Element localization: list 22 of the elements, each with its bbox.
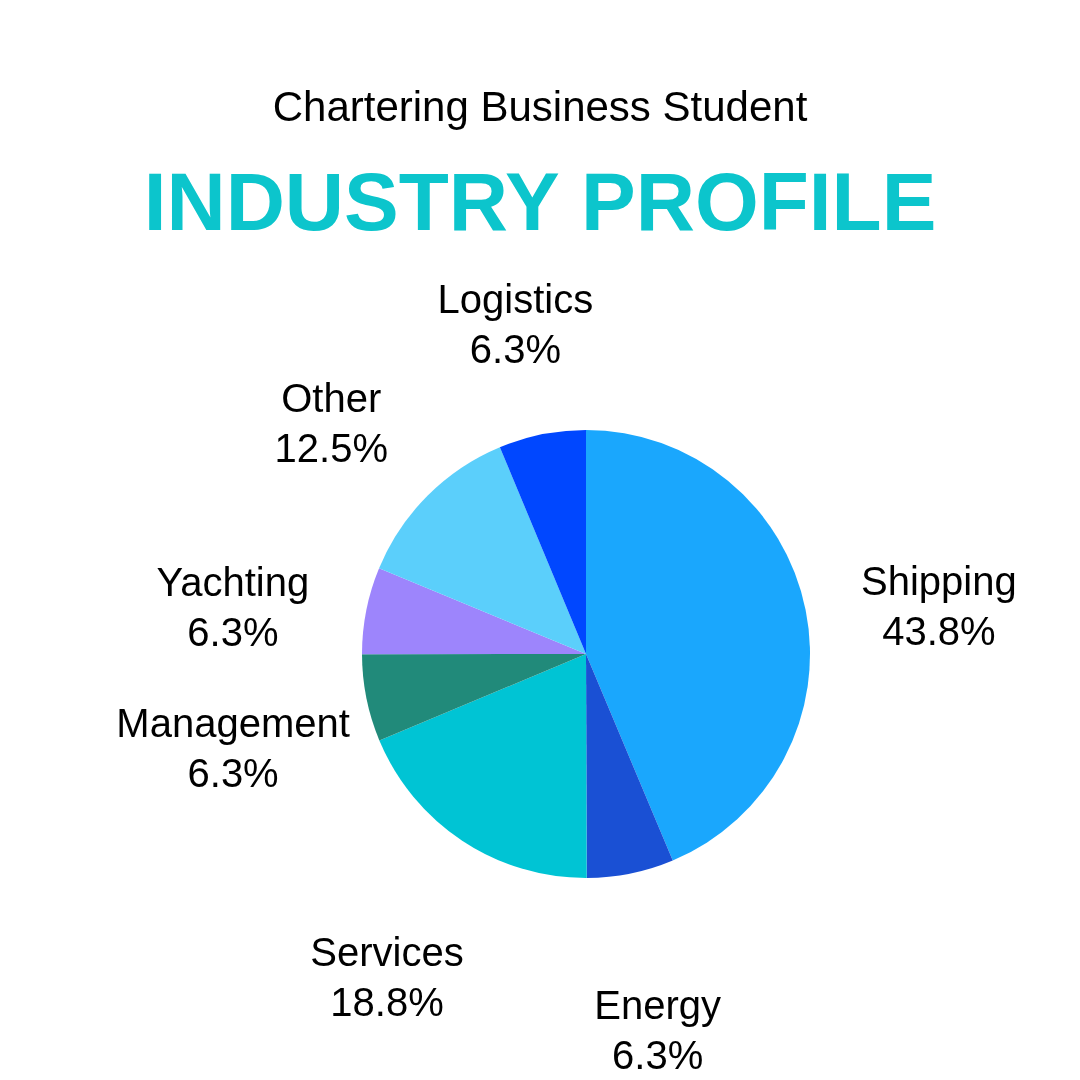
data-label: 12.5%	[274, 425, 388, 470]
data-label: 6.3%	[612, 1032, 704, 1077]
slice-label: Yachting	[156, 559, 310, 604]
data-label: 18.8%	[330, 979, 444, 1024]
pie-slice	[379, 654, 587, 878]
pie-slice	[362, 654, 586, 741]
slice-label: Services	[310, 929, 464, 974]
data-label: 6.3%	[469, 326, 562, 371]
slice-label: Energy	[594, 982, 722, 1027]
slice-label: Logistics	[437, 276, 594, 321]
pie-slice	[586, 654, 673, 878]
data-label: 43.8%	[882, 608, 996, 653]
chart-title: INDUSTRY PROFILE	[143, 156, 937, 247]
data-label: 6.3%	[187, 609, 279, 654]
chart-subtitle: Chartering Business Student	[272, 83, 808, 130]
pie-slice	[362, 568, 586, 655]
slice-label: Shipping	[861, 558, 1017, 603]
pie-slice	[586, 430, 810, 861]
slice-label: Management	[116, 701, 350, 746]
data-label: 6.3%	[187, 751, 279, 796]
pie-slice	[499, 430, 586, 654]
slice-label: Other	[281, 375, 382, 420]
